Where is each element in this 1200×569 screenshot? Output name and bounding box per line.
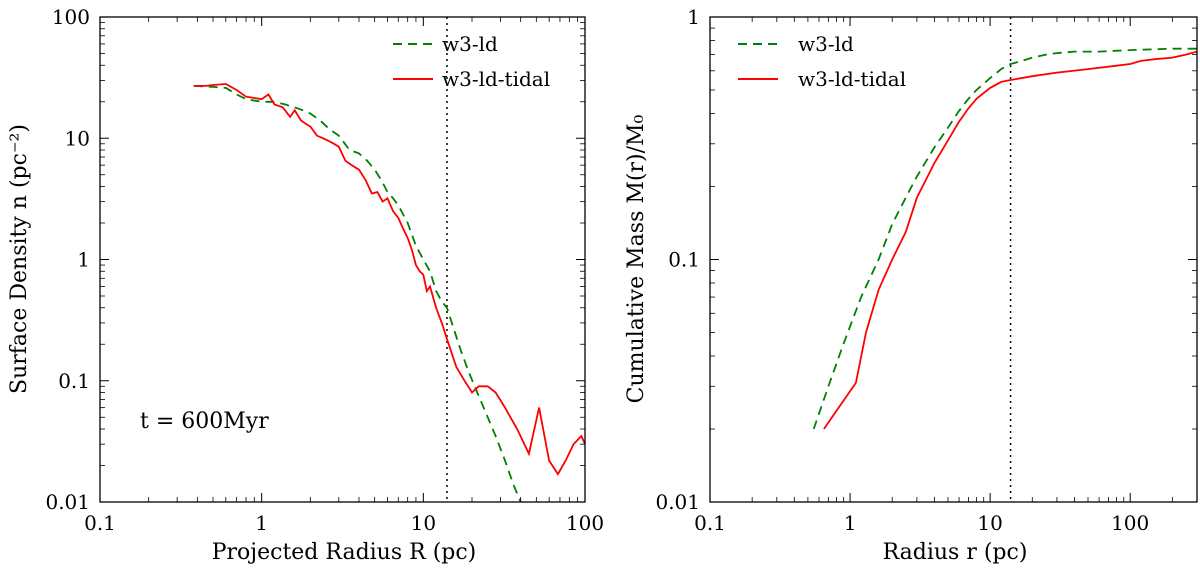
left-x-tick-label: 0.1 bbox=[84, 511, 116, 535]
left-x-tick-label: 1 bbox=[255, 511, 268, 535]
right-y-tick-label: 1 bbox=[687, 5, 700, 29]
time-annotation: t = 600Myr bbox=[140, 409, 269, 434]
left-legend: w3-ld w3-ld-tidal bbox=[393, 32, 550, 91]
right-y-tick-label: 0.1 bbox=[668, 248, 700, 272]
left-x-tick-label: 10 bbox=[411, 511, 436, 535]
right-x-tick-label: 10 bbox=[977, 511, 1002, 535]
left-chart-frame bbox=[99, 16, 586, 503]
right-x-axis-label: Radius r (pc) bbox=[883, 540, 1028, 565]
legend-label-w3-ld-tidal: w3-ld-tidal bbox=[442, 67, 550, 91]
right-x-tick-label: 0.1 bbox=[694, 511, 726, 535]
left-series-w3-ld-tidal bbox=[193, 83, 585, 476]
legend-label-w3-ld: w3-ld bbox=[442, 32, 498, 56]
left-x-tick-label: 100 bbox=[566, 511, 604, 535]
right-series-w3-ld bbox=[812, 47, 1197, 430]
right-chart-lines bbox=[812, 17, 1197, 502]
right-series-w3-ld-tidal bbox=[823, 50, 1197, 430]
right-y-tick-label: 0.01 bbox=[655, 490, 700, 514]
right-x-tick-label: 1 bbox=[844, 511, 857, 535]
left-y-tick-label: 10 bbox=[65, 126, 90, 150]
right-y-axis-label: Cumulative Mass M(r)/M₀ bbox=[624, 114, 649, 403]
left-y-tick-label: 100 bbox=[52, 5, 90, 29]
right-chart-frame bbox=[709, 16, 1198, 503]
right-x-tick-label: 100 bbox=[1111, 511, 1149, 535]
right-legend: w3-ld w3-ld-tidal bbox=[738, 32, 906, 91]
left-chart-lines bbox=[193, 17, 585, 502]
left-y-axis-label: Surface Density n (pc⁻²) bbox=[7, 124, 32, 394]
legend-label-w3-ld-tidal: w3-ld-tidal bbox=[798, 67, 906, 91]
left-y-tick-label: 1 bbox=[77, 248, 90, 272]
left-y-tick-label: 0.1 bbox=[58, 369, 90, 393]
legend-label-w3-ld: w3-ld bbox=[798, 32, 854, 56]
left-y-tick-label: 0.01 bbox=[45, 490, 90, 514]
left-x-axis-label: Projected Radius R (pc) bbox=[212, 540, 477, 565]
left-series-w3-ld bbox=[193, 85, 522, 502]
